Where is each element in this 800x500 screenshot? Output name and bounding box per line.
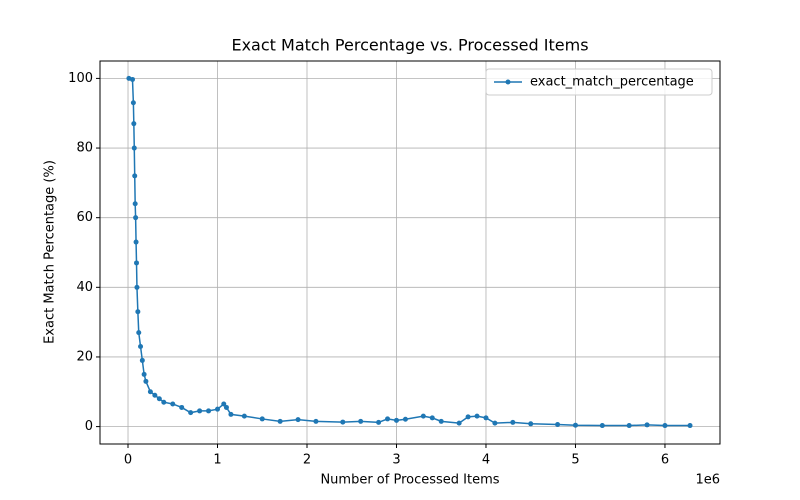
legend-label: exact_match_percentage	[530, 75, 694, 90]
data-point	[438, 418, 444, 424]
data-point	[528, 421, 534, 427]
data-point	[156, 396, 162, 402]
data-point	[385, 416, 391, 422]
data-point	[376, 419, 382, 425]
data-point	[420, 413, 426, 419]
data-point	[241, 413, 247, 419]
data-point	[188, 410, 194, 416]
data-point	[259, 416, 265, 422]
data-point	[572, 422, 578, 428]
data-point	[133, 239, 139, 245]
data-point	[129, 76, 135, 82]
data-point	[223, 404, 229, 410]
x-tick-label: 5	[571, 453, 579, 468]
data-point	[130, 100, 136, 106]
data-point	[358, 418, 364, 424]
y-axis-label: Exact Match Percentage (%)	[43, 160, 58, 344]
data-point	[141, 371, 147, 377]
data-point	[662, 423, 668, 429]
data-point	[474, 413, 480, 419]
data-point	[134, 284, 140, 290]
legend-box	[485, 68, 713, 96]
data-point	[393, 417, 399, 423]
data-point	[510, 419, 516, 425]
data-point	[277, 418, 283, 424]
data-point	[340, 419, 346, 425]
data-point	[228, 411, 234, 417]
data-point	[138, 344, 144, 350]
data-point	[132, 201, 138, 207]
data-point	[626, 423, 632, 429]
line-series	[128, 77, 691, 427]
data-point	[152, 392, 158, 398]
data-point	[221, 401, 227, 407]
data-point	[143, 378, 149, 384]
data-point	[197, 408, 203, 414]
plot-frame	[99, 60, 721, 445]
x-tick-label: 2	[303, 453, 311, 468]
data-point	[139, 357, 145, 363]
data-point	[313, 418, 319, 424]
x-tick-label: 3	[392, 453, 400, 468]
data-point	[644, 422, 650, 428]
data-point	[429, 415, 435, 421]
x-offset-label: 1e6	[695, 473, 720, 488]
y-tick-label: 80	[76, 141, 93, 156]
x-tick-label: 4	[482, 453, 490, 468]
data-point	[295, 417, 301, 423]
y-tick-label: 60	[76, 210, 93, 225]
data-point	[492, 420, 498, 426]
data-point	[131, 145, 137, 151]
data-point	[555, 422, 561, 428]
data-point	[131, 121, 137, 127]
data-point	[179, 404, 185, 410]
data-point	[687, 423, 693, 429]
data-point	[161, 399, 167, 405]
y-tick-label: 40	[76, 280, 93, 295]
y-tick-label: 0	[85, 419, 93, 434]
data-point	[402, 416, 408, 422]
data-point	[599, 423, 605, 429]
x-axis-label: Number of Processed Items	[320, 473, 499, 488]
data-point	[465, 414, 471, 420]
y-tick-label: 100	[68, 71, 93, 86]
data-point	[170, 401, 176, 407]
x-tick-label: 1	[213, 453, 221, 468]
data-point	[206, 408, 212, 414]
data-point	[215, 406, 221, 412]
data-point	[134, 260, 140, 266]
data-point	[136, 330, 142, 336]
legend-marker	[505, 79, 511, 85]
data-point	[147, 389, 153, 395]
x-tick-label: 0	[124, 453, 132, 468]
y-tick-label: 20	[76, 349, 93, 364]
x-tick-label: 6	[661, 453, 669, 468]
data-point	[132, 173, 138, 179]
data-point	[133, 215, 139, 221]
data-point	[135, 309, 141, 315]
chart-title: Exact Match Percentage vs. Processed Ite…	[231, 36, 588, 55]
data-point	[456, 420, 462, 426]
data-point	[483, 415, 489, 421]
